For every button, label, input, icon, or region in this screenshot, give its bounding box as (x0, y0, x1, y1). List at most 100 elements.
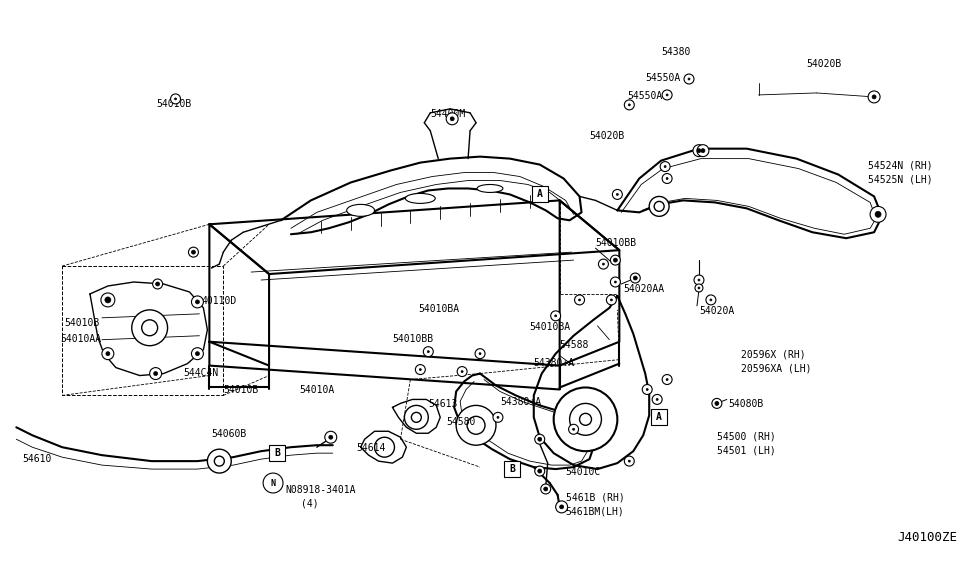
Circle shape (656, 398, 658, 400)
Text: 54610: 54610 (22, 454, 52, 464)
Circle shape (872, 95, 877, 99)
Circle shape (710, 299, 712, 301)
Circle shape (666, 94, 668, 96)
Circle shape (493, 413, 503, 422)
Circle shape (141, 320, 158, 336)
Text: B: B (274, 448, 280, 458)
Circle shape (447, 113, 458, 125)
Circle shape (411, 413, 421, 422)
Circle shape (541, 484, 551, 494)
Circle shape (569, 404, 602, 435)
Circle shape (538, 438, 542, 441)
Text: 54020B: 54020B (590, 131, 625, 141)
Text: 54380+A: 54380+A (500, 397, 541, 408)
Circle shape (701, 149, 705, 153)
Circle shape (105, 297, 111, 303)
Text: 54500 (RH): 54500 (RH) (717, 431, 776, 441)
Circle shape (624, 100, 635, 110)
Circle shape (646, 388, 648, 391)
Circle shape (634, 276, 638, 280)
Circle shape (534, 466, 545, 476)
Circle shape (214, 456, 224, 466)
Text: 54588: 54588 (560, 340, 589, 350)
Circle shape (712, 398, 722, 409)
Text: 54614: 54614 (357, 443, 386, 453)
Text: 54060B: 54060B (212, 429, 247, 439)
Circle shape (156, 282, 160, 286)
Text: A: A (537, 190, 543, 199)
Circle shape (419, 368, 421, 371)
Circle shape (662, 174, 672, 183)
Circle shape (706, 295, 716, 305)
Text: B: B (509, 464, 515, 474)
Circle shape (694, 275, 704, 285)
Circle shape (610, 255, 620, 265)
Text: 20596XA (LH): 20596XA (LH) (741, 363, 811, 374)
Circle shape (153, 279, 163, 289)
Circle shape (456, 405, 496, 445)
Text: 5461B (RH): 5461B (RH) (566, 493, 624, 503)
Text: 54550A: 54550A (627, 91, 663, 101)
Circle shape (628, 104, 630, 106)
Circle shape (606, 295, 616, 305)
Text: 54010B: 54010B (157, 99, 192, 109)
Text: 54525N (LH): 54525N (LH) (868, 174, 933, 185)
Circle shape (415, 365, 425, 375)
Circle shape (697, 149, 701, 153)
Text: 54010A: 54010A (299, 385, 334, 396)
Circle shape (610, 277, 620, 287)
Circle shape (578, 299, 580, 301)
Text: 54613: 54613 (428, 400, 457, 409)
Text: 54380+A: 54380+A (533, 358, 575, 368)
Circle shape (556, 501, 567, 513)
Circle shape (427, 351, 429, 353)
Text: 54010BA: 54010BA (418, 304, 459, 314)
Circle shape (554, 388, 617, 451)
Circle shape (132, 310, 168, 346)
Circle shape (643, 384, 652, 395)
Text: 54580: 54580 (447, 417, 476, 427)
Circle shape (666, 379, 668, 380)
Circle shape (191, 250, 195, 254)
Circle shape (154, 371, 158, 376)
Circle shape (475, 349, 485, 359)
Circle shape (868, 91, 880, 103)
Text: 54010B: 54010B (223, 385, 258, 396)
Circle shape (374, 438, 395, 457)
Bar (531, 186, 548, 203)
Bar (504, 461, 520, 477)
Ellipse shape (406, 194, 435, 203)
Circle shape (329, 435, 332, 439)
Text: 544C4N: 544C4N (183, 367, 218, 378)
Circle shape (574, 295, 585, 305)
Circle shape (100, 293, 115, 307)
Text: 54010C: 54010C (566, 467, 601, 477)
Text: 54010BA: 54010BA (529, 322, 571, 332)
Circle shape (664, 166, 666, 168)
Ellipse shape (347, 204, 374, 216)
Circle shape (188, 247, 199, 257)
Circle shape (175, 98, 176, 100)
Circle shape (544, 487, 548, 491)
Circle shape (662, 375, 672, 384)
Circle shape (697, 145, 709, 157)
Circle shape (263, 473, 283, 493)
Text: 54501 (LH): 54501 (LH) (717, 445, 776, 455)
Text: 54010B: 54010B (64, 318, 99, 328)
Text: 54010BB: 54010BB (596, 238, 637, 248)
Text: 54020AA: 54020AA (623, 284, 664, 294)
Bar (651, 409, 667, 425)
Text: 5461BM(LH): 5461BM(LH) (566, 507, 624, 517)
Text: 54550A: 54550A (645, 73, 681, 83)
Circle shape (450, 117, 454, 121)
Circle shape (534, 434, 545, 444)
Text: 40110D: 40110D (202, 296, 237, 306)
Circle shape (150, 367, 162, 380)
Text: N: N (270, 478, 276, 487)
Circle shape (599, 259, 608, 269)
Circle shape (695, 284, 703, 292)
Text: 54010BB: 54010BB (393, 334, 434, 344)
Circle shape (662, 90, 672, 100)
Circle shape (461, 371, 463, 372)
Circle shape (195, 351, 200, 355)
